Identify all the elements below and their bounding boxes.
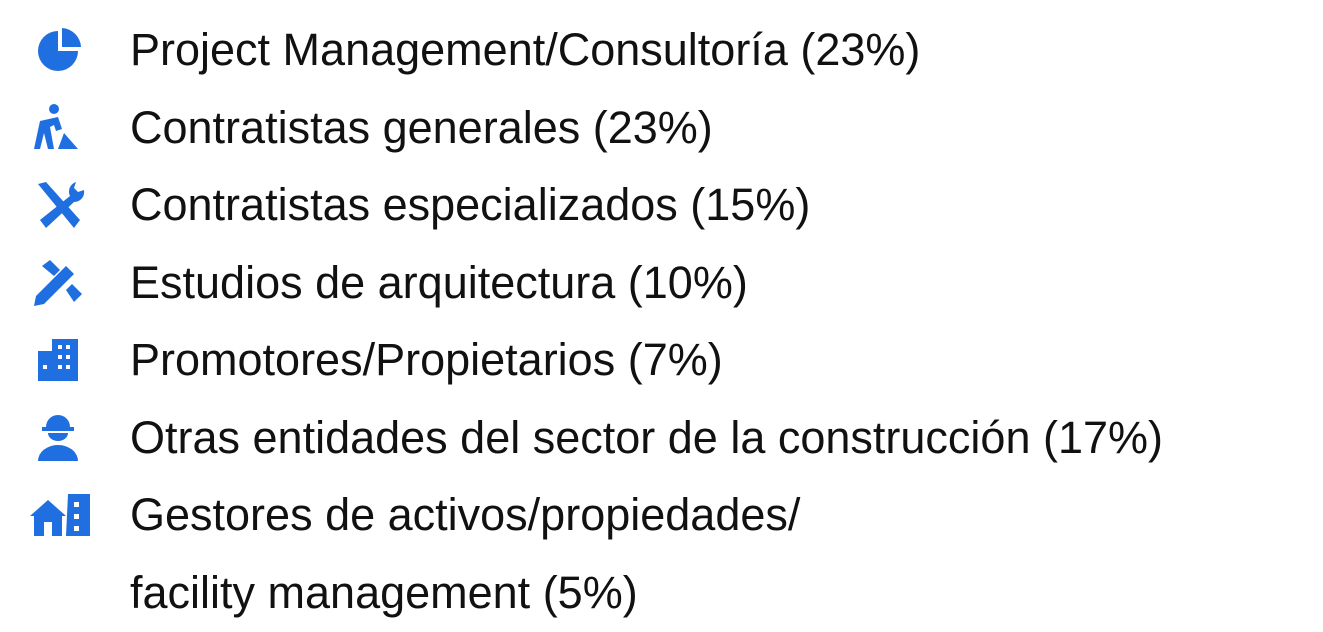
helmet-person-icon — [38, 415, 78, 461]
list-item: Promotores/Propietarios (7%) — [0, 321, 1323, 399]
item-text: Gestores de activos/propiedades/ — [130, 489, 801, 540]
tools-icon — [38, 182, 85, 228]
list-item: Otras entidades del sector de la constru… — [0, 399, 1323, 477]
list-item: Gestores de activos/propiedades/ facilit… — [0, 476, 1323, 632]
item-text: facility management (5%) — [130, 567, 638, 618]
house-building-icon — [30, 494, 90, 536]
item-text: Otras entidades del sector de la constru… — [130, 412, 1164, 463]
list-item: Contratistas generales (23%) — [0, 89, 1323, 167]
item-text: Contratistas especializados (15%) — [130, 179, 811, 230]
item-text: Project Management/Consultoría (23%) — [130, 24, 921, 75]
pencil-ruler-icon — [34, 260, 82, 306]
list-item: Project Management/Consultoría (23%) — [0, 11, 1323, 89]
item-text: Promotores/Propietarios (7%) — [130, 334, 723, 385]
list-item: Contratistas especializados (15%) — [0, 166, 1323, 244]
worker-icon — [34, 104, 78, 149]
pie-icon — [38, 28, 81, 71]
item-text: Contratistas generales (23%) — [130, 102, 713, 153]
item-text: Estudios de arquitectura (10%) — [130, 257, 748, 308]
list-item: Estudios de arquitectura (10%) — [0, 244, 1323, 322]
building-icon — [38, 339, 78, 381]
